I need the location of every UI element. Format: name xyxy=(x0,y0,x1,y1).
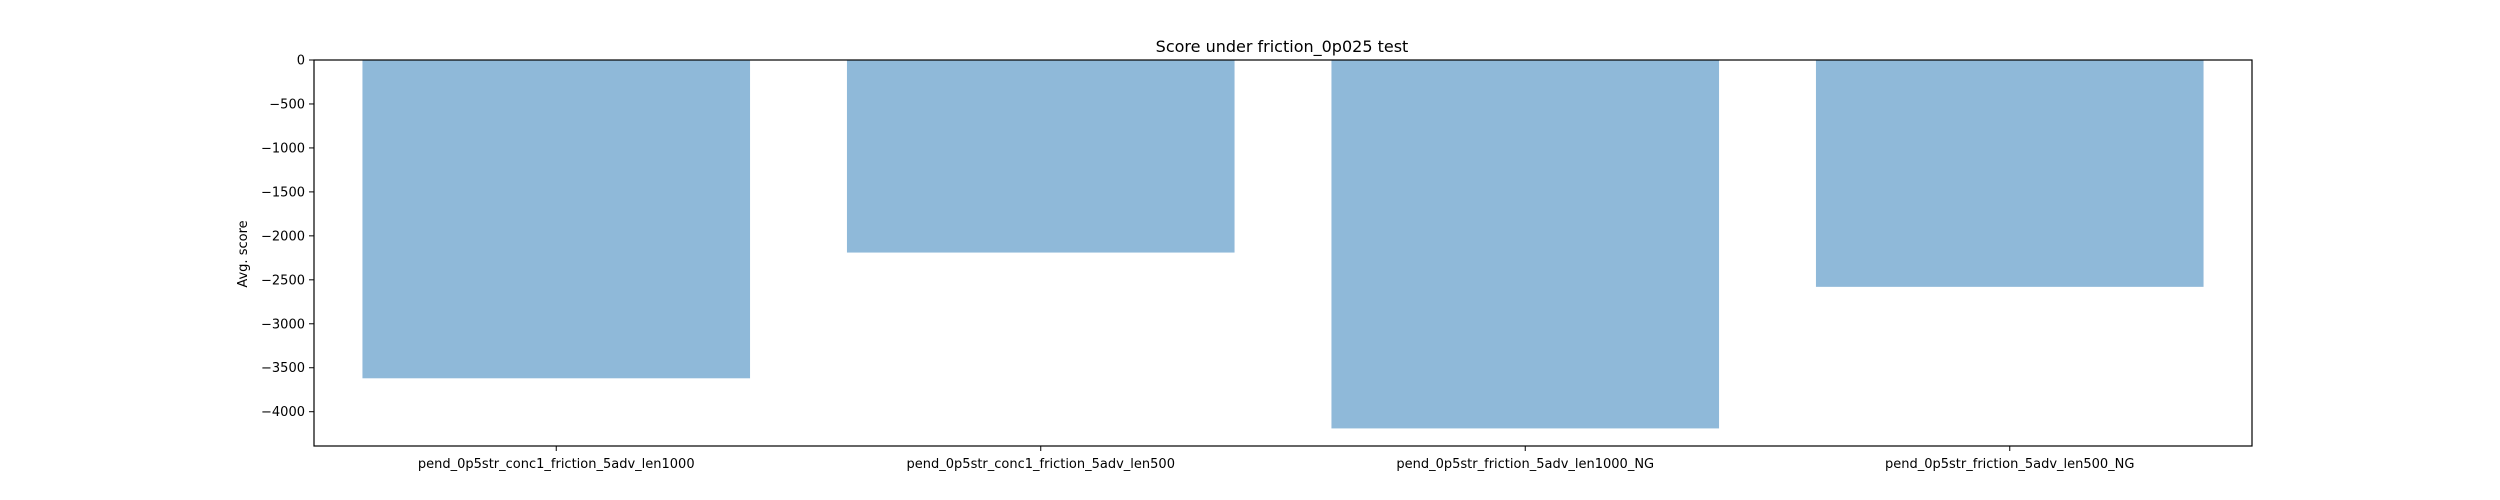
chart-title: Score under friction_0p025 test xyxy=(1156,37,1409,57)
y-tick-label: −4000 xyxy=(261,405,305,420)
y-tick-label: −2500 xyxy=(261,273,305,288)
x-axis: pend_0p5str_conc1_friction_5adv_len1000 p… xyxy=(418,446,2134,472)
x-tick-label: pend_0p5str_conc1_friction_5adv_len1000 xyxy=(418,457,695,472)
plot-frame xyxy=(313,59,2253,447)
bar-2 xyxy=(846,60,1235,253)
y-tick-label: −500 xyxy=(269,97,305,112)
y-axis-label: Avg. score xyxy=(236,220,251,287)
bar-1 xyxy=(362,60,751,379)
x-tick-label: pend_0p5str_friction_5adv_len500_NG xyxy=(1885,457,2134,472)
y-tick-label: −1000 xyxy=(261,141,305,156)
y-tick-label: −1500 xyxy=(261,185,305,200)
y-tick-label: −3500 xyxy=(261,361,305,376)
bars-group xyxy=(362,60,2204,429)
x-tick-label: pend_0p5str_conc1_friction_5adv_len500 xyxy=(907,457,1175,472)
x-tick-label: pend_0p5str_friction_5adv_len1000_NG xyxy=(1396,457,1654,472)
y-tick-label: −2000 xyxy=(261,229,305,244)
y-tick-label: 0 xyxy=(297,54,305,69)
bar-3 xyxy=(1331,60,1720,429)
y-tick-label: −3000 xyxy=(261,317,305,332)
bar-4 xyxy=(1815,60,2204,287)
y-axis: 0 −500 −1000 −1500 −2000 −2500 −3000 −3500 −4000 xyxy=(261,54,314,420)
